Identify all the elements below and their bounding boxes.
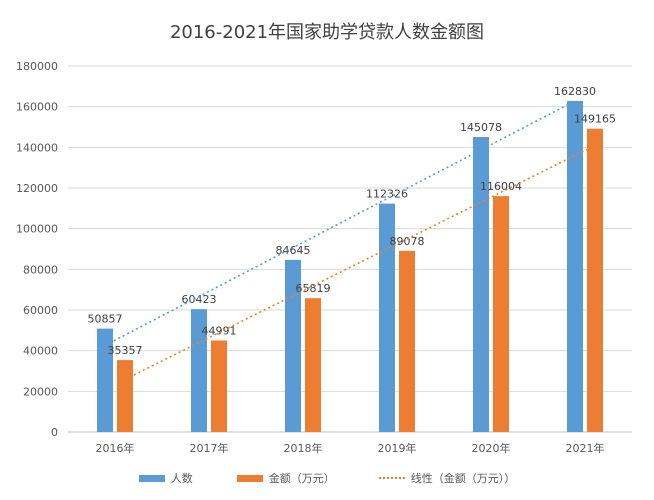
y-tick-label: 20000 (23, 385, 58, 398)
bar-amount (211, 340, 227, 432)
data-label-people: 84645 (276, 244, 311, 257)
y-tick-label: 100000 (16, 223, 58, 236)
bar-amount (587, 128, 603, 433)
legend-item-people: 人数 (138, 470, 193, 486)
x-tick-label: 2019年 (378, 441, 417, 455)
x-tick-label: 2016年 (96, 441, 135, 455)
data-label-amount: 149165 (574, 113, 616, 126)
y-tick-label: 120000 (16, 182, 58, 195)
data-label-people: 145078 (460, 121, 502, 134)
bar-amount (399, 250, 415, 432)
data-label-amount: 116004 (480, 180, 522, 193)
data-label-amount: 89078 (390, 235, 425, 248)
legend-swatch-trend (378, 477, 405, 479)
chart-legend: 人数 金额（万元） 线性（金额（万元）） (0, 468, 654, 488)
bar-people (191, 309, 207, 432)
trendline-amount (124, 144, 596, 381)
legend-label-people: 人数 (170, 472, 193, 485)
bar-people (285, 259, 301, 432)
x-tick-label: 2017年 (190, 441, 229, 455)
data-label-people: 50857 (88, 313, 123, 326)
bar-amount (117, 360, 133, 432)
y-tick-label: 140000 (16, 141, 58, 154)
legend-swatch-amount (236, 474, 263, 482)
x-tick-label: 2020年 (472, 441, 511, 455)
y-tick-label: 160000 (16, 101, 58, 114)
bar-amount (305, 298, 321, 432)
legend-item-trend: 线性（金额（万元）） (378, 470, 516, 486)
y-tick-label: 0 (51, 426, 58, 439)
data-label-amount: 65819 (296, 282, 331, 295)
y-tick-label: 60000 (23, 304, 58, 317)
trendline-people (104, 100, 576, 347)
data-label-amount: 35357 (108, 344, 143, 357)
data-label-amount: 44991 (202, 325, 237, 338)
bar-people (567, 100, 583, 433)
legend-item-amount: 金额（万元） (236, 470, 335, 486)
bar-people (97, 328, 113, 432)
bar-people (379, 203, 395, 432)
data-label-people: 60423 (182, 293, 217, 306)
y-tick-label: 80000 (23, 263, 58, 276)
legend-label-amount: 金额（万元） (268, 472, 335, 485)
legend-label-trend: 线性（金额（万元）） (410, 472, 516, 485)
data-label-people: 162830 (554, 85, 596, 98)
chart-title: 2016-2021年国家助学贷款人数金额图 (169, 22, 485, 43)
bar-amount (493, 196, 509, 432)
x-tick-label: 2021年 (566, 441, 605, 455)
legend-swatch-people (138, 474, 165, 482)
data-label-people: 112326 (366, 188, 408, 201)
y-tick-label: 180000 (16, 60, 58, 73)
bar-people (473, 137, 489, 433)
x-tick-label: 2018年 (284, 441, 323, 455)
y-tick-label: 40000 (23, 345, 58, 358)
